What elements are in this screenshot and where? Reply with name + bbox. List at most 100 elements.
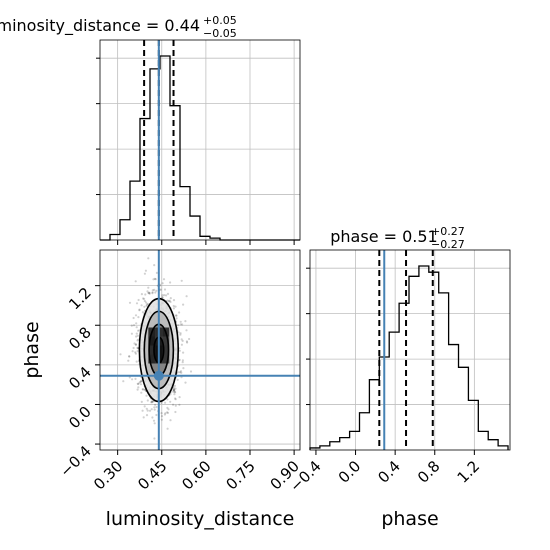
- scatter-point: [143, 299, 146, 303]
- scatter-point: [148, 291, 151, 294]
- scatter-point: [141, 311, 144, 314]
- scatter-point: [174, 391, 177, 394]
- title-phase-minus: −0.27: [431, 238, 465, 251]
- scatter-point: [141, 388, 144, 391]
- truth-marker: [153, 370, 164, 381]
- scatter-point: [173, 393, 176, 396]
- title-phase: phase = 0.51: [330, 227, 437, 246]
- scatter-point: [167, 300, 170, 303]
- scatter-point: [169, 297, 172, 300]
- scatter-point: [173, 389, 176, 392]
- scatter-point: [180, 279, 183, 282]
- tick-label-luminosity-distance: 0.60: [178, 457, 214, 493]
- scatter-point: [168, 299, 171, 302]
- density-cell: [148, 336, 156, 346]
- tick-label-phase-y: 0.4: [65, 363, 95, 393]
- scatter-point: [139, 383, 143, 386]
- scatter-point: [163, 413, 166, 416]
- scatter-point: [180, 338, 183, 341]
- scatter-point: [153, 264, 156, 267]
- scatter-point: [179, 323, 182, 326]
- scatter-point: [182, 303, 185, 306]
- scatter-point: [146, 409, 149, 412]
- tick-label-phase-x: 0.8: [414, 457, 444, 487]
- scatter-point: [178, 403, 181, 406]
- scatter-point: [169, 419, 172, 422]
- scatter-point: [175, 314, 178, 317]
- scatter-point: [162, 278, 166, 281]
- tick-label-phase-y: −0.4: [56, 442, 94, 480]
- scatter-point: [151, 291, 154, 294]
- scatter-point: [138, 309, 141, 312]
- scatter-point: [147, 291, 150, 294]
- scatter-point: [182, 351, 185, 354]
- scatter-point: [132, 346, 135, 350]
- scatter-point: [166, 292, 170, 295]
- scatter-point: [188, 337, 191, 341]
- scatter-point: [164, 412, 167, 415]
- scatter-point: [153, 408, 156, 411]
- scatter-point: [132, 316, 135, 320]
- tick-label-luminosity-distance: 0.30: [90, 457, 126, 493]
- scatter-point: [140, 391, 143, 394]
- scatter-point: [153, 288, 156, 291]
- panel-hist-phase: [309, 249, 511, 451]
- scatter-point: [166, 398, 169, 401]
- scatter-point: [134, 280, 137, 283]
- scatter-point: [119, 353, 122, 356]
- scatter-point: [161, 282, 164, 285]
- scatter-point: [144, 293, 147, 296]
- scatter-point: [134, 343, 137, 346]
- scatter-point: [145, 304, 148, 307]
- scatter-point: [134, 314, 138, 317]
- scatter-point: [161, 296, 164, 299]
- scatter-point: [138, 308, 141, 311]
- title-phase-plus: +0.27: [431, 225, 465, 238]
- scatter-point: [178, 349, 181, 352]
- scatter-point: [142, 388, 145, 391]
- scatter-point: [143, 297, 146, 300]
- x-axis-label-luminosity-distance: luminosity_distance: [106, 508, 295, 530]
- scatter-point: [136, 339, 139, 342]
- scatter-point: [127, 359, 130, 362]
- scatter-point: [174, 397, 177, 400]
- scatter-point: [151, 400, 154, 403]
- scatter-point: [179, 320, 182, 323]
- scatter-point: [147, 291, 151, 294]
- scatter-point: [146, 290, 149, 293]
- scatter-point: [160, 412, 163, 415]
- scatter-point: [144, 269, 147, 272]
- scatter-point: [151, 401, 154, 404]
- scatter-point: [178, 396, 181, 399]
- scatter-point: [177, 371, 180, 374]
- scatter-point: [181, 339, 184, 342]
- scatter-point: [161, 294, 164, 297]
- scatter-point: [128, 355, 131, 358]
- histogram-luminosity-distance: [100, 55, 300, 241]
- scatter-point: [134, 352, 137, 355]
- scatter-point: [155, 413, 158, 417]
- scatter-point: [166, 411, 170, 414]
- scatter-point: [136, 382, 139, 385]
- scatter-point: [150, 401, 153, 404]
- scatter-point: [142, 416, 145, 419]
- scatter-point: [174, 387, 177, 390]
- scatter-point: [174, 410, 177, 414]
- scatter-point: [179, 332, 182, 335]
- scatter-point: [152, 240, 154, 242]
- scatter-point: [153, 277, 156, 280]
- scatter-point: [175, 317, 178, 320]
- histogram-phase: [309, 265, 509, 450]
- scatter-point: [145, 414, 149, 417]
- scatter-point: [134, 351, 137, 354]
- scatter-point: [132, 324, 136, 327]
- scatter-point: [179, 333, 182, 336]
- scatter-point: [173, 391, 176, 394]
- scatter-point: [185, 295, 188, 298]
- scatter-point: [161, 296, 164, 299]
- scatter-point: [150, 400, 153, 403]
- scatter-point: [160, 418, 163, 421]
- scatter-point: [153, 422, 156, 425]
- scatter-point: [166, 411, 169, 414]
- panel-hist-luminosity-distance: [99, 39, 301, 241]
